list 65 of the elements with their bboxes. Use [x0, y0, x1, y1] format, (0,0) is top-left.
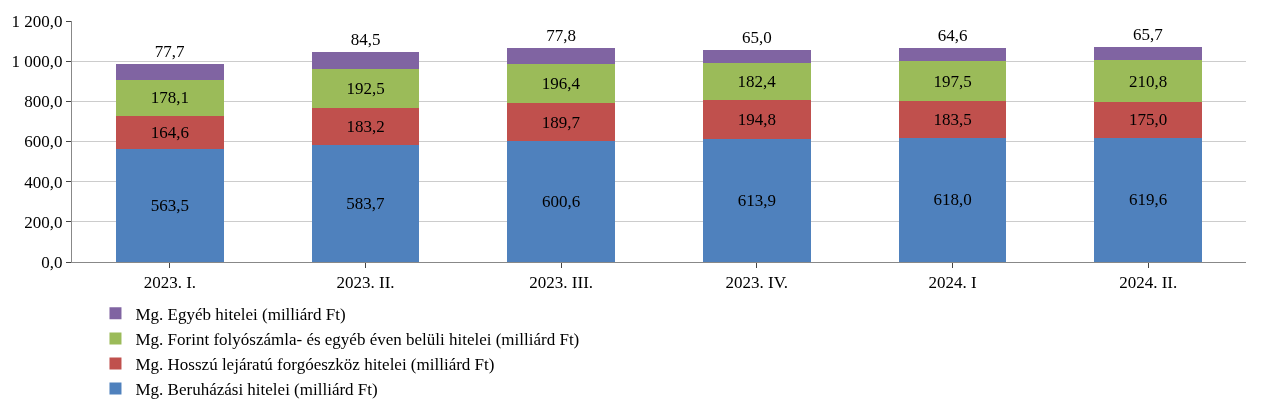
bar — [507, 141, 615, 262]
bar — [703, 49, 811, 63]
bar — [1094, 102, 1202, 138]
bar — [898, 61, 1007, 102]
data-label: 77,8 — [546, 26, 577, 46]
data-label: 192,5 — [346, 79, 385, 99]
data-label: 613,9 — [737, 190, 776, 210]
data-label: 196,4 — [541, 74, 581, 94]
data-label: 77,7 — [154, 42, 185, 62]
data-label: 563,5 — [150, 195, 189, 215]
bar — [116, 80, 224, 116]
data-label: 183,5 — [933, 109, 972, 129]
data-label: 194,8 — [737, 109, 776, 129]
bar — [507, 48, 615, 64]
data-label: 618,0 — [933, 190, 972, 210]
data-label: 182,4 — [737, 71, 777, 91]
data-label: 65,0 — [741, 27, 772, 47]
legend-label: Mg. Egyéb hitelei (milliárd Ft) — [135, 304, 346, 324]
y-tick-label: 0,0 — [41, 252, 63, 272]
bar — [507, 63, 615, 104]
y-tick-label: 400,0 — [24, 172, 63, 192]
data-label: 183,2 — [346, 116, 385, 136]
data-label: 175,0 — [1129, 110, 1168, 130]
bar — [703, 62, 811, 100]
x-tick-label: 2023. III. — [529, 273, 594, 293]
bar — [116, 148, 224, 262]
y-tick-label: 200,0 — [24, 212, 63, 232]
bar — [898, 101, 1007, 138]
data-label: 210,8 — [1129, 71, 1168, 91]
bar — [1094, 60, 1202, 103]
data-label: 84,5 — [350, 30, 381, 50]
bar — [116, 64, 224, 80]
bar — [311, 107, 420, 145]
y-tick-label: 1 000,0 — [11, 52, 63, 72]
data-label: 189,7 — [541, 112, 581, 132]
legend-label: Mg. Hosszú lejáratú forgóeszköz hitelei (milliárd Ft) — [135, 355, 495, 375]
bar — [1094, 46, 1202, 61]
legend-label: Mg. Beruházási hitelei (milliárd Ft) — [135, 380, 378, 400]
bar — [116, 115, 224, 149]
bar — [703, 138, 811, 262]
bar — [898, 48, 1007, 62]
data-label: 600,6 — [542, 192, 581, 212]
bar — [507, 103, 615, 142]
data-label: 64,6 — [937, 26, 968, 46]
bar — [311, 52, 420, 70]
legend-label: Mg. Forint folyószámla- és egyéb éven belüli hitelei (milliárd Ft) — [135, 330, 580, 350]
data-label: 178,1 — [150, 88, 189, 108]
x-tick-label: 2023. I. — [143, 273, 197, 293]
x-tick-label: 2023. II. — [336, 273, 395, 293]
bar — [703, 99, 811, 139]
data-label: 619,6 — [1129, 190, 1168, 210]
data-label: 164,6 — [150, 122, 189, 142]
bar — [311, 144, 420, 262]
data-label: 583,7 — [346, 193, 385, 213]
bar — [311, 69, 420, 108]
y-tick-label: 600,0 — [24, 132, 63, 152]
bar — [898, 137, 1007, 262]
y-tick-label: 1 200,0 — [11, 11, 63, 31]
data-label: 197,5 — [933, 71, 972, 91]
x-tick-label: 2024. II. — [1119, 273, 1178, 293]
bar — [1094, 137, 1202, 262]
data-label: 65,7 — [1133, 24, 1164, 44]
x-tick-label: 2023. IV. — [725, 273, 789, 293]
x-tick-label: 2024. I — [928, 273, 977, 293]
y-tick-label: 800,0 — [24, 92, 63, 112]
